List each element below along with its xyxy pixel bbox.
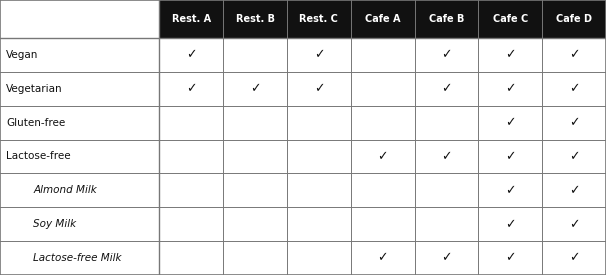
- Text: Rest. A: Rest. A: [171, 14, 211, 24]
- Text: Lactose-free Milk: Lactose-free Milk: [33, 253, 122, 263]
- Text: ✓: ✓: [505, 82, 516, 95]
- Text: ✓: ✓: [569, 48, 579, 61]
- Text: Vegan: Vegan: [6, 50, 38, 60]
- Text: ✓: ✓: [569, 252, 579, 265]
- Text: ✓: ✓: [505, 184, 516, 197]
- Text: ✓: ✓: [441, 252, 451, 265]
- Text: ✓: ✓: [569, 218, 579, 231]
- Text: ✓: ✓: [505, 116, 516, 129]
- Text: ✓: ✓: [186, 82, 196, 95]
- Text: Almond Milk: Almond Milk: [33, 185, 97, 195]
- Text: ✓: ✓: [186, 48, 196, 61]
- Text: ✓: ✓: [441, 82, 451, 95]
- Text: Cafe D: Cafe D: [556, 14, 592, 24]
- Text: Rest. B: Rest. B: [236, 14, 275, 24]
- Text: ✓: ✓: [441, 150, 451, 163]
- Text: ✓: ✓: [505, 218, 516, 231]
- Text: Cafe A: Cafe A: [365, 14, 401, 24]
- Text: Soy Milk: Soy Milk: [33, 219, 76, 229]
- Text: ✓: ✓: [378, 150, 388, 163]
- Text: ✓: ✓: [314, 82, 324, 95]
- Text: ✓: ✓: [505, 150, 516, 163]
- Text: ✓: ✓: [569, 184, 579, 197]
- Text: ✓: ✓: [505, 48, 516, 61]
- Text: ✓: ✓: [569, 150, 579, 163]
- Text: ✓: ✓: [505, 252, 516, 265]
- Text: ✓: ✓: [569, 116, 579, 129]
- Text: Cafe B: Cafe B: [429, 14, 464, 24]
- Text: Vegetarian: Vegetarian: [6, 84, 62, 94]
- Text: ✓: ✓: [314, 48, 324, 61]
- Text: Cafe C: Cafe C: [493, 14, 528, 24]
- Text: Lactose-free: Lactose-free: [6, 152, 71, 161]
- Text: Rest. C: Rest. C: [299, 14, 338, 24]
- Text: ✓: ✓: [378, 252, 388, 265]
- Text: ✓: ✓: [441, 48, 451, 61]
- Bar: [159, 0, 606, 38]
- Text: Gluten-free: Gluten-free: [6, 118, 65, 128]
- Text: ✓: ✓: [250, 82, 261, 95]
- Text: ✓: ✓: [569, 82, 579, 95]
